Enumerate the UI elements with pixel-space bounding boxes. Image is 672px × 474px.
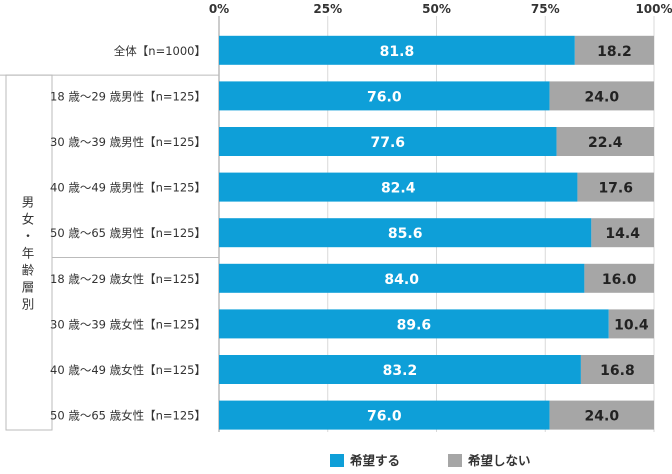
- legend-swatch: [448, 454, 462, 467]
- x-tick-label: 50%: [422, 2, 451, 16]
- category-label: 40 歳〜49 歳女性【n=125】: [50, 363, 206, 377]
- data-label: 18.2: [597, 44, 632, 60]
- x-tick-label: 0%: [209, 2, 229, 16]
- group-bracket: [5, 74, 53, 431]
- bar-hope: [219, 218, 592, 248]
- bar-no-hope: [549, 400, 654, 430]
- data-label: 16.8: [600, 363, 635, 379]
- bar-hope: [219, 81, 550, 111]
- bar-no-hope: [577, 172, 654, 202]
- legend-swatch: [330, 454, 344, 467]
- bar-hope: [219, 355, 581, 384]
- bar-no-hope: [591, 218, 654, 248]
- category-label: 30 歳〜39 歳男性【n=125】: [50, 135, 206, 149]
- data-label: 16.0: [602, 272, 637, 288]
- bar-hope: [219, 35, 575, 65]
- data-label: 14.4: [605, 226, 640, 242]
- bar-hope: [219, 127, 557, 156]
- data-label: 22.4: [588, 135, 623, 151]
- bar-no-hope: [584, 263, 654, 293]
- category-label: 全体【n=1000】: [114, 44, 206, 58]
- bar-no-hope: [580, 355, 654, 384]
- category-label: 40 歳〜49 歳男性【n=125】: [50, 181, 206, 195]
- data-label: 10.4: [614, 317, 649, 333]
- x-tick-label: 75%: [531, 2, 560, 16]
- bar-hope: [219, 400, 550, 430]
- x-tick-label: 25%: [313, 2, 342, 16]
- category-label: 18 歳〜29 歳女性【n=125】: [50, 272, 206, 286]
- bar-hope: [219, 172, 578, 202]
- data-label: 83.2: [383, 363, 418, 379]
- x-tick-label: 100%: [635, 2, 672, 16]
- bar-no-hope: [574, 35, 654, 65]
- legend-label: 希望しない: [467, 453, 531, 468]
- category-label: 50 歳〜65 歳男性【n=125】: [50, 226, 206, 240]
- group-label: 男女・年齢層別: [22, 195, 35, 312]
- bar-no-hope: [549, 81, 654, 111]
- bar-hope: [219, 309, 609, 339]
- data-label: 89.6: [397, 317, 432, 333]
- data-label: 76.0: [367, 409, 402, 425]
- data-label: 82.4: [381, 181, 416, 197]
- category-label: 50 歳〜65 歳女性【n=125】: [50, 409, 206, 423]
- data-label: 24.0: [585, 89, 620, 105]
- data-label: 24.0: [585, 409, 620, 425]
- legend-label: 希望する: [349, 453, 400, 468]
- bar-hope: [219, 263, 585, 293]
- category-label: 30 歳〜39 歳女性【n=125】: [50, 317, 206, 331]
- category-label: 18 歳〜29 歳男性【n=125】: [50, 89, 206, 103]
- bar-no-hope: [556, 127, 654, 156]
- data-label: 17.6: [598, 181, 633, 197]
- data-label: 85.6: [388, 226, 423, 242]
- data-label: 77.6: [371, 135, 406, 151]
- data-label: 84.0: [384, 272, 419, 288]
- data-label: 76.0: [367, 89, 402, 105]
- bar-no-hope: [608, 309, 654, 339]
- data-label: 81.8: [380, 44, 415, 60]
